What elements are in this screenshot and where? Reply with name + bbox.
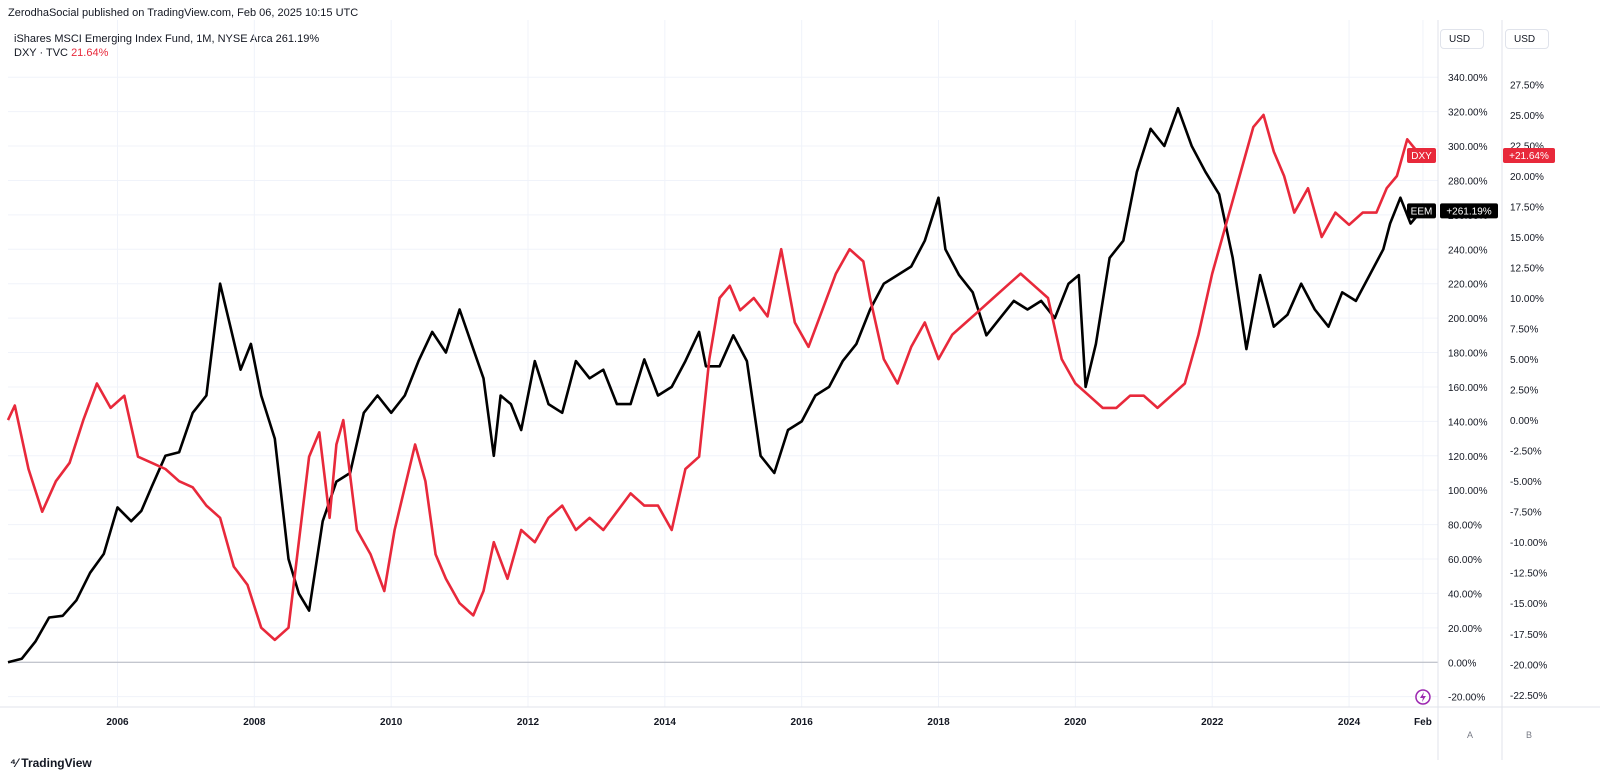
tradingview-logo[interactable]: ⁴⁄ TradingView [10,756,92,770]
right-axis-tick: 15.00% [1510,233,1544,244]
x-axis-tick: 2020 [1064,717,1087,728]
right-axis-tick: -7.50% [1510,508,1542,519]
legend-dxy-name: DXY · TVC [14,47,68,59]
series-line-dxy [6,113,1422,642]
right-axis-tick: 5.00% [1510,355,1538,366]
right-axis-tick: -15.00% [1510,599,1547,610]
left-axis-tick: 0.00% [1448,658,1476,669]
legend-dxy[interactable]: DXY · TVC 21.64% [14,46,319,60]
x-axis-tick: 2018 [927,717,950,728]
legend-eem-name: iShares MSCI Emerging Index Fund, 1M, NY… [14,33,273,45]
left-axis-tick: 320.00% [1448,108,1488,119]
right-axis-tick: 20.00% [1510,172,1544,183]
left-axis-tick: 60.00% [1448,555,1482,566]
left-axis-tick: 100.00% [1448,486,1488,497]
x-axis-tick: 2012 [517,717,540,728]
left-axis-tick: 80.00% [1448,521,1482,532]
right-axis-tick: 25.00% [1510,111,1544,122]
right-axis-tick: 10.00% [1510,294,1544,305]
right-axis-tick: -10.00% [1510,538,1547,549]
legend-eem-value: 261.19% [275,33,320,45]
right-axis-tick: 27.50% [1510,80,1544,91]
x-axis-tick: 2008 [243,717,266,728]
last-value-label-eem: +261.19% [1446,206,1491,217]
scale-button-a[interactable]: A [1466,730,1473,740]
right-axis-tick: 2.50% [1510,386,1538,397]
x-axis-tick: 2022 [1201,717,1224,728]
lightning-icon[interactable] [1415,689,1431,705]
right-axis-tick: -5.00% [1510,477,1542,488]
left-currency-button[interactable]: USD [1440,29,1484,49]
right-axis-tick: -20.00% [1510,660,1547,671]
left-axis-tick: 40.00% [1448,589,1482,600]
left-axis-tick: 200.00% [1448,314,1488,325]
x-axis-tick: 2016 [791,717,814,728]
right-axis-tick: -17.50% [1510,630,1547,641]
series-name-tag-eem [1407,203,1436,219]
right-axis-tick: 17.50% [1510,202,1544,213]
series-name-tag-dxy [1407,147,1436,163]
left-axis-tick: 160.00% [1448,383,1488,394]
publish-header: ZerodhaSocial published on TradingView.c… [8,7,359,19]
last-value-tag-eem [1440,203,1498,219]
left-axis-tick: 240.00% [1448,245,1488,256]
left-axis-tick: 20.00% [1448,624,1482,635]
tradingview-brand: TradingView [21,756,92,770]
x-axis-tick: 2010 [380,717,403,728]
right-axis-tick: 0.00% [1510,416,1538,427]
right-axis-tick: -2.50% [1510,447,1542,458]
x-axis-tick: 2014 [654,717,677,728]
x-axis-tick: Feb [1414,717,1432,728]
last-value-label-dxy: +21.64% [1509,151,1549,162]
chart-legend: iShares MSCI Emerging Index Fund, 1M, NY… [14,32,319,60]
right-axis-tick: 7.50% [1510,325,1538,336]
tradingview-logo-icon: ⁴⁄ [10,756,18,770]
left-axis-tick: 280.00% [1448,176,1488,187]
left-axis-tick: 340.00% [1448,73,1488,84]
left-axis-tick: 300.00% [1448,142,1488,153]
last-value-tag-dxy [1503,147,1555,163]
series-line-eem [7,106,1422,664]
scale-button-b[interactable]: B [1525,730,1532,740]
left-axis-tick: 140.00% [1448,417,1488,428]
x-axis-tick: 2024 [1338,717,1361,728]
right-axis-tick: 12.50% [1510,264,1544,275]
lightning-bolt-icon [1419,692,1426,702]
left-axis-tick: 120.00% [1448,452,1488,463]
legend-eem[interactable]: iShares MSCI Emerging Index Fund, 1M, NY… [14,32,319,46]
right-currency-button[interactable]: USD [1505,29,1549,49]
x-axis-tick: 2006 [106,717,129,728]
series-name-label-eem: EEM [1411,206,1433,217]
left-axis-tick: 220.00% [1448,280,1488,291]
right-axis-tick: -12.50% [1510,569,1547,580]
right-axis-tick: -22.50% [1510,691,1547,702]
right-axis-tick: 22.50% [1510,141,1544,152]
series-name-label-dxy: DXY [1411,151,1432,162]
left-axis-tick: -20.00% [1448,693,1485,704]
legend-dxy-value: 21.64% [71,47,109,59]
left-axis-tick: 180.00% [1448,349,1488,360]
